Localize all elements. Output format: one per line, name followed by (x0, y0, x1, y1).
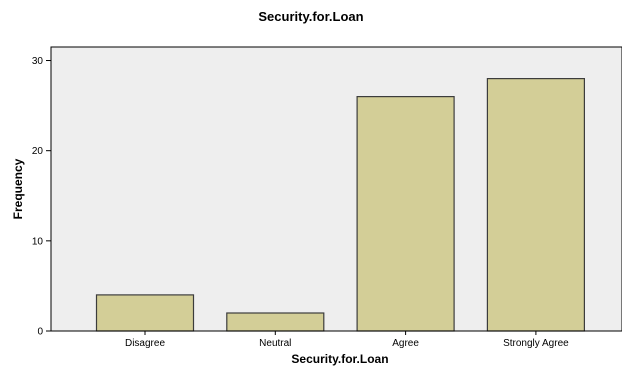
bar-agree (356, 95, 455, 332)
x-axis-title: Security.for.Loan (291, 352, 388, 366)
bar-series (95, 77, 585, 332)
x-tick-label: Neutral (259, 338, 291, 349)
y-axis-title: Frequency (11, 158, 25, 219)
y-tick-label: 0 (37, 327, 43, 338)
x-tick-label: Disagree (125, 338, 165, 349)
x-tick-label: Strongly Agree (503, 338, 569, 349)
y-tick-label: 30 (32, 56, 44, 67)
y-tick-label: 20 (32, 146, 44, 157)
x-axis-ticks: Disagree Neutral Agree Strongly Agree (125, 331, 569, 349)
x-tick-label: Agree (392, 338, 419, 349)
chart-title: Security.for.Loan (258, 9, 363, 24)
y-axis-ticks: 0 10 20 30 (32, 56, 51, 338)
bar-strongly-agree (486, 77, 585, 332)
y-tick-label: 10 (32, 236, 44, 247)
bar-neutral (226, 312, 325, 332)
bar-disagree (95, 294, 195, 332)
